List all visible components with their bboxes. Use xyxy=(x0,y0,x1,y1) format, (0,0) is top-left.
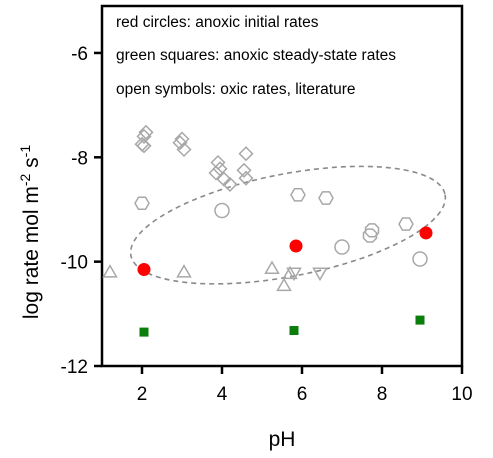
x-tick-label-4: 4 xyxy=(217,384,228,405)
open-diamond-point-12 xyxy=(236,162,252,178)
open-diamond-point-14 xyxy=(238,146,254,162)
open-octagon-point-0 xyxy=(364,223,380,238)
open-triangle-up-point-0 xyxy=(102,264,118,278)
annotation-open-symbols: open symbols: oxic rates, literature xyxy=(116,81,356,98)
open-triangle-up-point-1 xyxy=(176,264,192,278)
filled-square-point-1 xyxy=(289,326,299,336)
open-diamond-point-11 xyxy=(222,176,238,192)
open-triangle-down-point-0 xyxy=(286,267,302,282)
open-diamond-point-2 xyxy=(138,124,154,140)
open-circle-point-0 xyxy=(214,202,230,219)
open-circle-point-1 xyxy=(334,239,350,255)
x-tick-label-10: 10 xyxy=(451,384,472,405)
open-triangle-up-point-3 xyxy=(276,277,292,292)
open-diamond-point-9 xyxy=(208,165,224,181)
x-axis-label: pH xyxy=(269,428,296,451)
filled-circle-point-2 xyxy=(419,226,433,240)
open-triangle-down-point-1 xyxy=(312,267,328,282)
open-hexagon-point-0 xyxy=(134,196,150,211)
open-triangle-up-point-2 xyxy=(264,260,280,274)
open-diamond-point-3 xyxy=(136,138,152,154)
filled-square-point-2 xyxy=(415,315,425,325)
open-diamond-point-7 xyxy=(210,154,226,171)
x-tick-label-6: 6 xyxy=(297,384,308,405)
annotation-green-squares: green squares: anoxic steady-state rates xyxy=(116,47,396,64)
open-triangle-up-point-4 xyxy=(282,265,298,280)
y-axis-label: log rate mol m-2 s-1 xyxy=(17,145,43,320)
open-hexagon-point-2 xyxy=(318,191,334,205)
y-tick-label--12: -12 xyxy=(61,357,88,378)
open-hexagon-point-1 xyxy=(290,188,306,202)
filled-circle-point-1 xyxy=(289,239,303,253)
annotation-red-circles: red circles: anoxic initial rates xyxy=(116,14,319,31)
open-diamond-point-6 xyxy=(172,135,188,151)
y-tick-label--10: -10 xyxy=(61,253,88,274)
x-tick-label-2: 2 xyxy=(137,384,148,405)
filled-circle-point-0 xyxy=(137,262,151,276)
x-tick-label-8: 8 xyxy=(377,384,388,405)
y-tick-label--8: -8 xyxy=(71,148,88,169)
oxic-region-ellipse xyxy=(129,165,447,285)
open-diamond-point-13 xyxy=(238,170,254,186)
plot-frame xyxy=(100,4,464,368)
open-hexagon-point-3 xyxy=(398,217,414,231)
open-octagon-point-1 xyxy=(362,228,378,243)
filled-square-point-0 xyxy=(139,327,149,337)
open-diamond-point-10 xyxy=(216,171,232,187)
open-circle-point-2 xyxy=(412,251,428,267)
open-diamond-point-5 xyxy=(176,141,192,158)
chart-marks: 2 4 6 8 10 -12 -10 -8 -6 xyxy=(61,4,473,405)
y-tick-label--6: -6 xyxy=(71,44,88,65)
